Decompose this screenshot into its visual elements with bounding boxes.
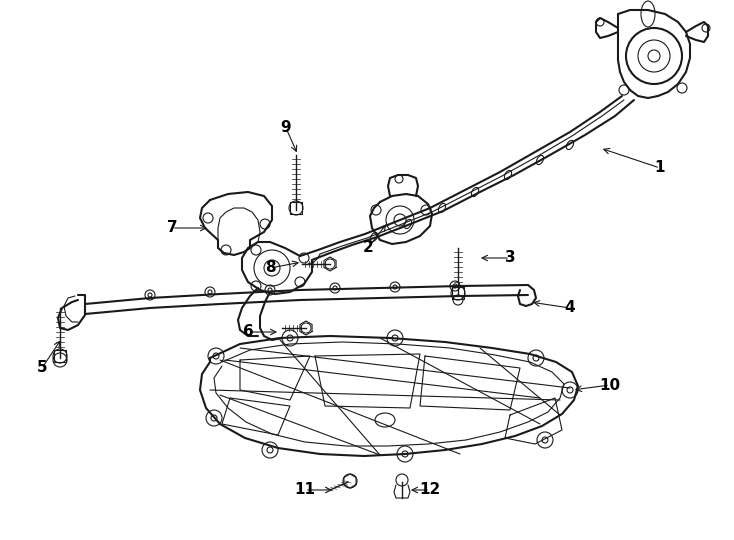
Text: 4: 4 <box>564 300 575 315</box>
Text: 11: 11 <box>294 483 316 497</box>
Text: 8: 8 <box>265 260 275 275</box>
Text: 10: 10 <box>600 377 620 393</box>
Text: 9: 9 <box>280 120 291 136</box>
Text: 5: 5 <box>37 361 47 375</box>
Text: 6: 6 <box>243 325 253 340</box>
Text: 12: 12 <box>419 483 440 497</box>
Text: 3: 3 <box>505 251 515 266</box>
Text: 2: 2 <box>363 240 374 255</box>
Text: 7: 7 <box>167 220 178 235</box>
Text: 1: 1 <box>655 160 665 176</box>
